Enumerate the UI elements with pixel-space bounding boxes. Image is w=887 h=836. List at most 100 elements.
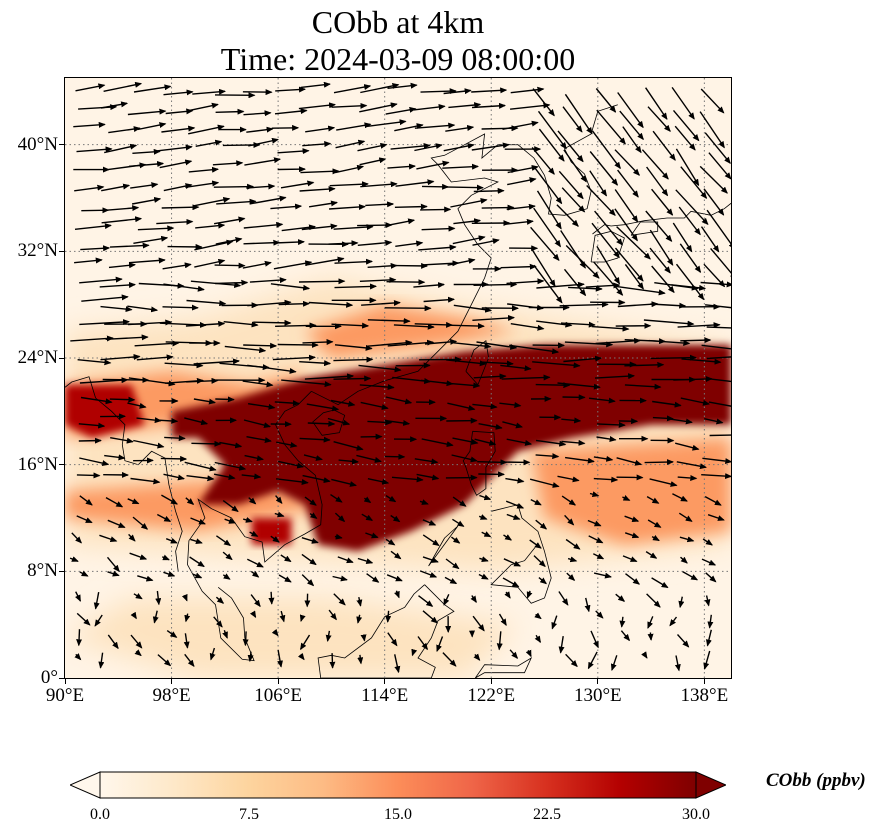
wind-arrow — [301, 574, 315, 587]
wind-arrow — [680, 166, 708, 199]
wind-arrow — [590, 630, 599, 649]
wind-arrow — [272, 354, 316, 361]
wind-arrow — [614, 149, 640, 176]
wind-arrow — [502, 421, 523, 429]
wind-arrow — [391, 476, 424, 483]
lat-tick-mark — [59, 464, 64, 466]
wind-arrow — [81, 294, 129, 302]
wind-arrow — [420, 88, 457, 95]
wind-arrow — [338, 458, 359, 465]
wind-arrow — [622, 555, 638, 563]
wind-arrow — [78, 104, 118, 111]
wind-arrow — [450, 198, 488, 208]
wind-arrow — [75, 591, 82, 602]
wind-arrow — [128, 161, 165, 167]
wind-arrow — [244, 157, 281, 166]
wind-arrow — [300, 81, 331, 89]
wind-arrow — [387, 82, 418, 89]
wind-arrow — [280, 180, 315, 189]
wind-arrow — [74, 653, 82, 661]
wind-arrow — [560, 321, 596, 328]
wind-arrow — [360, 634, 367, 642]
wind-arrow — [224, 345, 267, 354]
wind-arrow — [702, 538, 713, 546]
wind-arrow — [98, 652, 105, 669]
wind-arrow — [441, 382, 481, 389]
coastline-path — [474, 656, 533, 678]
wind-arrow — [703, 263, 726, 288]
lat-tick-label: 8°N — [27, 560, 58, 582]
wind-arrow — [307, 420, 336, 427]
wind-arrow — [588, 535, 604, 544]
wind-arrow — [496, 631, 503, 651]
wind-arrow — [673, 376, 713, 383]
wind-arrow — [156, 513, 172, 523]
wind-arrow — [703, 188, 725, 216]
coastline-path — [317, 584, 455, 678]
wind-arrow — [472, 403, 498, 410]
lat-tick-mark — [59, 144, 64, 146]
wind-arrow — [107, 634, 119, 650]
wind-arrow — [333, 593, 346, 606]
wind-arrow — [538, 128, 565, 162]
wind-arrow — [127, 402, 147, 409]
wind-arrow — [478, 514, 488, 520]
wind-arrow — [162, 304, 199, 311]
lat-tick-label: 0° — [40, 667, 58, 688]
wind-arrow — [279, 610, 286, 623]
wind-arrow — [243, 110, 272, 117]
wind-arrow — [327, 417, 351, 426]
wind-arrow — [332, 575, 348, 582]
wind-arrow — [594, 373, 636, 380]
wind-arrow — [504, 591, 511, 599]
wind-arrow — [159, 159, 193, 169]
wind-arrow — [80, 396, 113, 405]
wind-arrow — [416, 160, 450, 170]
wind-arrow — [646, 593, 661, 608]
colorbar-tick-label: 0.0 — [90, 806, 110, 823]
wind-arrow — [109, 242, 150, 249]
wind-arrow — [710, 247, 731, 280]
wind-arrow — [74, 223, 112, 230]
wind-arrow — [242, 380, 274, 388]
wind-arrow — [246, 436, 272, 443]
wind-arrow — [680, 397, 710, 406]
wind-arrow — [213, 616, 223, 628]
wind-arrow — [471, 87, 508, 94]
wind-arrow — [184, 613, 191, 623]
wind-arrow — [481, 204, 515, 211]
wind-arrow — [365, 201, 395, 208]
wind-arrow — [277, 460, 305, 469]
wind-arrow — [417, 636, 428, 651]
wind-arrow — [330, 494, 343, 503]
concentration-map — [65, 78, 731, 678]
wind-arrow — [132, 148, 161, 155]
wind-arrow — [651, 534, 660, 542]
wind-arrow — [394, 654, 401, 674]
wind-arrow — [536, 320, 573, 328]
wind-arrow — [277, 342, 319, 349]
wind-arrow — [108, 262, 136, 269]
wind-arrow — [268, 591, 275, 605]
wind-arrow — [387, 632, 398, 647]
wind-arrow — [137, 122, 167, 131]
wind-arrow — [614, 208, 638, 242]
wind-arrow — [671, 284, 707, 291]
wind-arrow — [647, 519, 662, 528]
wind-arrow — [451, 454, 478, 463]
colorbar-tick-label: 7.5 — [239, 806, 259, 823]
wind-arrow — [705, 304, 731, 309]
wind-arrow — [707, 514, 725, 521]
wind-arrow — [535, 382, 571, 389]
lon-tick-label: 90°E — [45, 685, 85, 706]
wind-arrow — [128, 533, 136, 542]
wind-arrow — [706, 209, 731, 250]
wind-arrow — [276, 478, 309, 485]
wind-arrow — [413, 282, 445, 288]
wind-arrow — [127, 319, 173, 326]
wind-arrow — [679, 243, 702, 274]
wind-arrow — [394, 590, 400, 599]
wind-arrow — [414, 321, 454, 328]
wind-arrow — [302, 474, 331, 484]
wind-arrow — [78, 437, 102, 444]
